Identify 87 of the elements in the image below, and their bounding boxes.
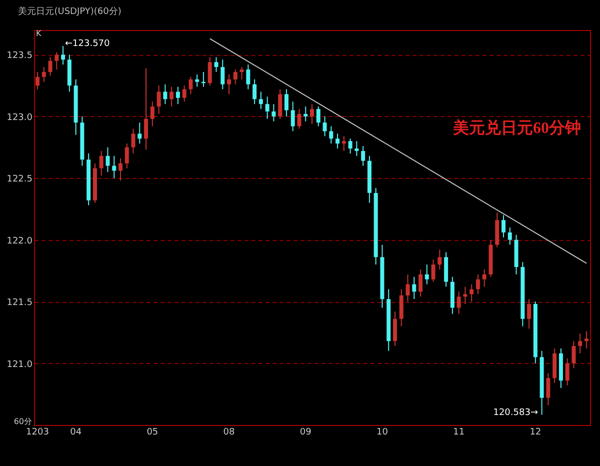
candlestick [170,86,174,108]
candlestick [227,74,232,95]
candlestick [392,310,397,346]
y-tick-label: 122.5 [6,174,32,185]
candlestick [348,138,352,154]
y-tick-label: 123.0 [6,112,33,123]
candlestick [48,56,52,76]
candlestick [572,340,576,369]
annotation: K [36,29,42,38]
candlestick [156,85,161,114]
candlestick [310,104,314,124]
candlestick [220,59,225,90]
candlestick [578,333,582,354]
candlestick [182,85,186,102]
y-tick-label: 121.5 [6,298,32,308]
y-tick-label: 123.5 [6,51,32,62]
candlestick [412,276,416,300]
candlestick [99,150,104,176]
x-tick-label: 10 [376,428,388,438]
candlestick [246,64,250,90]
candlestick [233,69,238,85]
candlestick [106,146,110,172]
y-tick-label: 121.0 [6,360,33,370]
chart-title: 美元日元(USDJPY)(60分) [18,6,122,17]
candlestick [342,136,346,152]
annotation: 120.583→ [493,408,538,418]
candlestick [36,71,40,90]
candlestick [463,286,468,305]
candlestick [418,268,423,298]
candlestick [42,66,46,82]
x-tick-label: 09 [300,428,312,438]
candlestick [240,66,244,80]
y-tick-label: 122.0 [6,236,33,246]
x-tick-label: 11 [453,428,465,438]
annotation: ←123.570 [65,39,110,49]
candlestick [527,298,532,330]
candlestick [508,227,512,246]
candlestick [502,214,506,238]
candlestick [138,122,142,144]
candlestick [150,101,154,127]
candlestick [584,330,588,349]
candlestick [290,101,295,132]
candlestick [316,106,320,127]
candlestick [195,74,200,88]
candlestick [431,259,436,282]
candlestick [565,358,570,386]
candlestick [54,52,59,70]
candlestick [297,108,302,130]
candlestick [258,91,263,110]
candlestick [399,288,404,327]
candlestick [176,86,180,105]
candlestick [406,274,410,302]
candlestick [272,104,276,122]
x-tick-label: 1203 [26,428,49,438]
x-tick-label: 08 [223,428,236,438]
candlestick [208,56,212,86]
candlestick [470,284,474,302]
candlestick [361,146,366,166]
annotation: 美元兑日元60分钟 [452,118,581,137]
candlestick [284,88,288,117]
candlestick [546,372,550,406]
candlestick [61,46,66,66]
candlestick [252,78,257,105]
x-tick-label: 05 [146,428,158,438]
candlestick [322,116,327,137]
candlestick [112,155,116,179]
candlestick [265,96,270,120]
candlestick [118,158,122,182]
candlestick [131,128,136,154]
text: 60分 [14,417,32,426]
candlestick [144,68,148,150]
candlestick [354,140,359,156]
candlestick [438,249,442,270]
candlestick [214,56,218,72]
candlestick [188,76,193,95]
x-tick-label: 12 [530,428,542,438]
candlestick [278,88,282,120]
candlestick [482,268,486,288]
candlestick [163,84,168,105]
candlestick [476,274,480,295]
candlestick [329,126,334,144]
candlestick [304,106,308,122]
candlestick [124,143,129,169]
x-tick-label: 04 [70,428,82,438]
candlestick [424,264,429,285]
candlestick [336,133,340,149]
candlestick [456,291,461,314]
